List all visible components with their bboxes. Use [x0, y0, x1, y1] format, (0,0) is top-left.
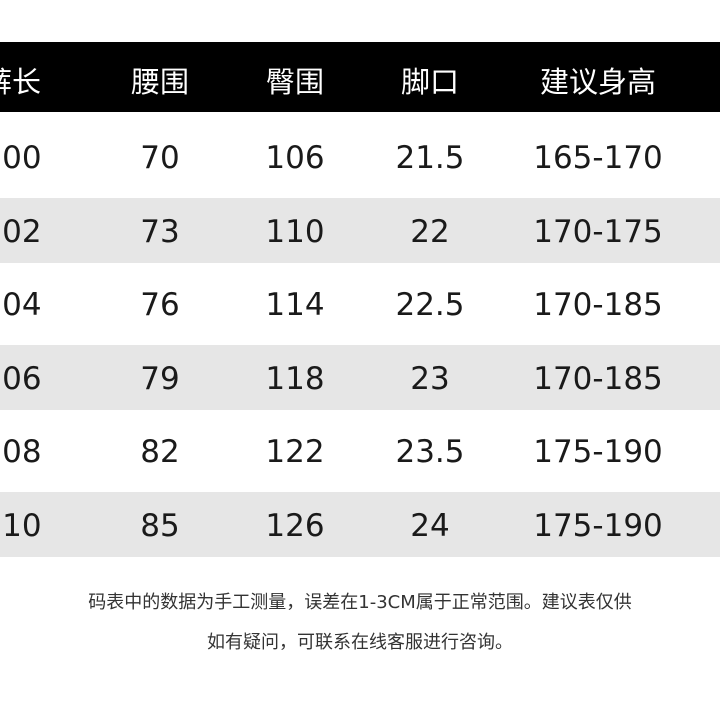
table-cell: 170-185: [533, 287, 663, 323]
table-cell: 24: [410, 507, 450, 544]
table-cell: 102: [0, 213, 42, 250]
header-cell: 裤长: [0, 65, 41, 99]
table-cell: 110: [0, 507, 42, 544]
table-cell: 165-170: [533, 140, 663, 176]
table-cell: 82: [140, 434, 180, 470]
row-stripe: [0, 197, 720, 263]
header-cell: 臀围: [265, 65, 324, 99]
table-cell: 22: [410, 213, 450, 250]
table-cell: 110: [265, 213, 325, 250]
table-cell: 175-190: [533, 434, 663, 470]
table-cell: 106: [0, 360, 42, 397]
table-cell: 23.5: [395, 434, 465, 470]
header-band: [0, 42, 720, 112]
table-cell: 22.5: [395, 287, 465, 323]
table-cell: 21.5: [395, 140, 465, 176]
table-cell: 76: [140, 287, 180, 323]
header-cell: 建议身高: [539, 65, 656, 99]
table-cell: 104: [0, 287, 42, 323]
table-cell: 114: [265, 287, 325, 323]
table-cell: 170-175: [533, 213, 663, 250]
table-cell: 175-190: [533, 507, 663, 544]
table-cell: 122: [265, 434, 325, 470]
row-stripe: [0, 344, 720, 410]
header-cell: 脚口: [400, 65, 459, 99]
header-cell: 腰围: [130, 65, 189, 99]
table-cell: 70: [140, 140, 180, 176]
table-cell: 118: [265, 360, 325, 397]
note: 如有疑问，可联系在线客服进行咨询。: [207, 632, 513, 653]
table-cell: 85: [140, 507, 180, 544]
note: 码表中的数据为手工测量，误差在1-3CM属于正常范围。建议表仅供: [88, 592, 632, 613]
table-cell: 100: [0, 140, 42, 176]
table-cell: 73: [140, 213, 180, 250]
table-cell: 79: [140, 360, 180, 397]
table-cell: 23: [410, 360, 450, 397]
table-cell: 106: [265, 140, 325, 176]
table-cell: 170-185: [533, 360, 663, 397]
table-cell: 126: [265, 507, 325, 544]
table-cell: 108: [0, 434, 42, 470]
row-stripe: [0, 491, 720, 557]
